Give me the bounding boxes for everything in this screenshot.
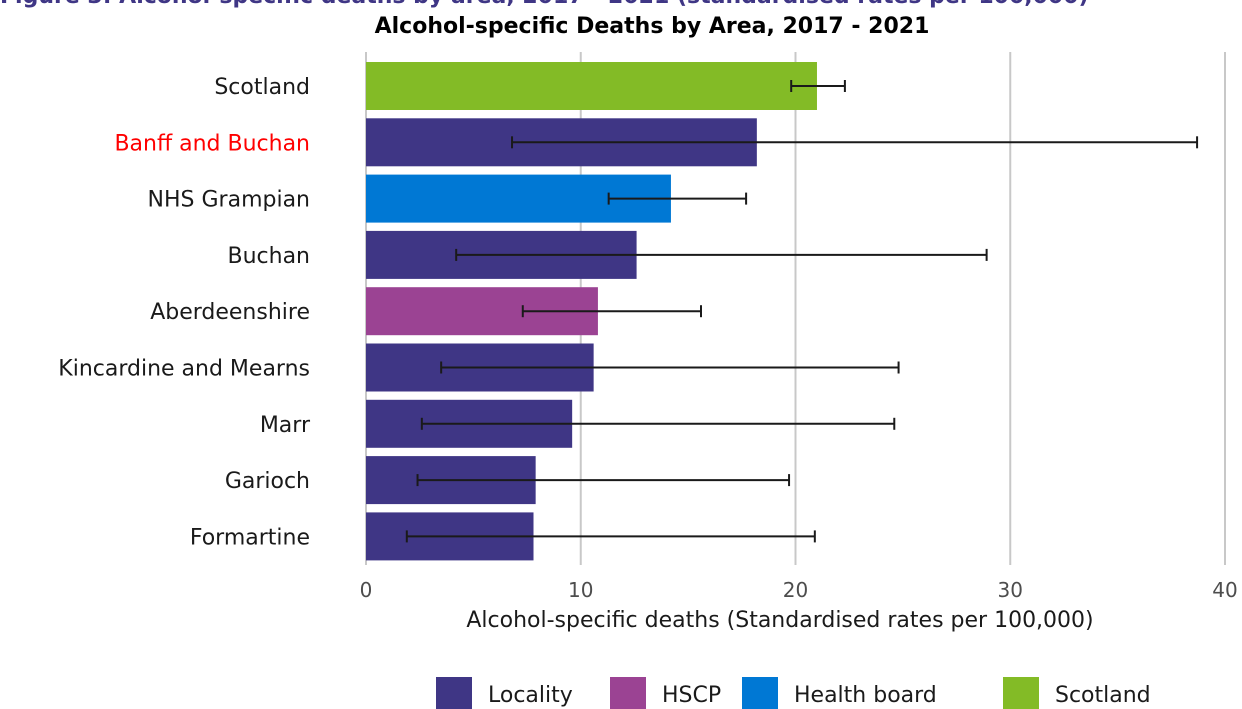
legend-swatch	[742, 677, 778, 709]
category-labels: Scotland Banff and Buchan NHS Grampian Buch…	[58, 75, 311, 550]
x-tick-labels: 0 10 20 30 40	[360, 578, 1238, 602]
error-bar-7	[416, 474, 791, 487]
bar-0	[366, 62, 817, 110]
error-bar-4	[521, 305, 703, 318]
legend-item-health-board: Health board	[742, 677, 937, 709]
error-bar-3	[455, 248, 988, 261]
x-tick-label: 40	[1212, 578, 1237, 602]
legend-swatch	[610, 677, 646, 709]
category-label: Marr	[260, 413, 311, 438]
category-label: Buchan	[228, 244, 311, 269]
error-bar-1	[511, 136, 1199, 149]
category-label: NHS Grampian	[148, 188, 310, 213]
x-tick-label: 10	[568, 578, 593, 602]
legend-item-scotland: Scotland	[1003, 677, 1151, 709]
error-bars	[405, 80, 1199, 543]
legend-label: Health board	[794, 683, 937, 708]
category-label: Garioch	[225, 469, 310, 494]
category-label: Formartine	[190, 525, 310, 550]
category-label: Banff and Buchan	[114, 131, 310, 156]
legend-swatch	[1003, 677, 1039, 709]
figure-heading: Figure 3: Alcohol-specific deaths by are…	[0, 0, 1242, 8]
legend-item-locality: Locality	[436, 677, 573, 709]
x-axis-label: Alcohol-specific deaths (Standardised ra…	[466, 608, 1093, 633]
category-label: Aberdeenshire	[150, 300, 310, 325]
error-bar-5	[440, 361, 900, 374]
legend-label: Locality	[488, 683, 573, 708]
legend-label: Scotland	[1055, 683, 1151, 708]
legend-label: HSCP	[662, 683, 721, 708]
x-tick-label: 0	[360, 578, 373, 602]
legend-swatch	[436, 677, 472, 709]
x-tick-label: 30	[998, 578, 1023, 602]
legend-item-hscp: HSCP	[610, 677, 721, 709]
chart-title: Alcohol-specific Deaths by Area, 2017 - …	[375, 14, 930, 39]
category-label: Kincardine and Mearns	[58, 357, 310, 382]
error-bar-8	[405, 530, 816, 543]
error-bar-6	[420, 417, 896, 430]
category-label: Scotland	[214, 75, 310, 100]
legend: Locality HSCP Health board Scotland	[436, 677, 1151, 709]
error-bar-2	[607, 192, 748, 205]
error-bar-0	[790, 80, 846, 92]
x-tick-label: 20	[783, 578, 808, 602]
